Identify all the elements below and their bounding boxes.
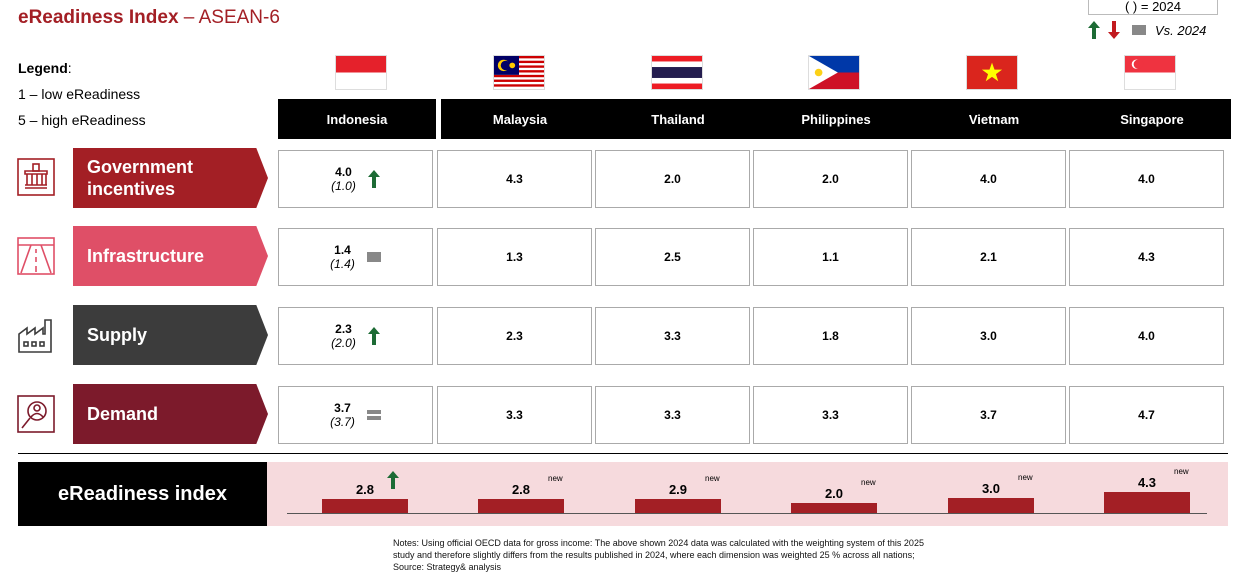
score-value: 4.0	[335, 165, 352, 179]
note-line-3: Source: Strategy& analysis	[393, 562, 502, 572]
new-tag-singapore: new	[1174, 466, 1189, 476]
dimension-label-demand: Demand	[73, 384, 268, 444]
cell-demand-indonesia: 3.7 (3.7)	[278, 386, 433, 444]
note-line-2: study and therefore slightly differs fro…	[393, 550, 915, 560]
flag-malaysia	[493, 55, 545, 90]
cell-government-singapore: 4.0	[1069, 150, 1224, 208]
score-value: 1.4	[334, 243, 351, 257]
cell-demand-malaysia: 3.3	[437, 386, 592, 444]
dimension-label-infrastructure: Infrastructure	[73, 226, 268, 286]
title-main: eReadiness Index	[18, 7, 179, 28]
cell-supply-indonesia: 2.3 (2.0)	[278, 307, 433, 365]
person-search-icon	[17, 395, 55, 433]
flag-singapore	[1124, 55, 1176, 90]
cell-demand-philippines: 3.3	[753, 386, 908, 444]
cell-demand-singapore: 4.7	[1069, 386, 1224, 444]
flag-vietnam	[966, 55, 1018, 90]
dimension-label-supply: Supply	[73, 305, 268, 365]
cell-infrastructure-philippines: 1.1	[753, 228, 908, 286]
cell-government-thailand: 2.0	[595, 150, 750, 208]
unchanged-square-icon	[366, 252, 381, 262]
trend-key: Vs. 2024	[1088, 21, 1220, 39]
cell-supply-malaysia: 2.3	[437, 307, 592, 365]
cell-infrastructure-vietnam: 2.1	[911, 228, 1066, 286]
col-header-malaysia: Malaysia	[441, 99, 599, 139]
legend-high: 5 – high eReadiness	[18, 112, 146, 128]
legend-low: 1 – low eReadiness	[18, 86, 141, 102]
title-region: ASEAN-6	[198, 7, 280, 28]
index-value-indonesia: 2.8	[355, 482, 375, 497]
new-tag-malaysia: new	[548, 474, 563, 483]
flag-thailand	[651, 55, 703, 90]
arrow-up-icon	[1088, 21, 1100, 39]
road-icon	[17, 237, 55, 275]
cell-supply-thailand: 3.3	[595, 307, 750, 365]
cell-government-vietnam: 4.0	[911, 150, 1066, 208]
legend: Legend: 1 – low eReadiness 5 – high eRea…	[18, 55, 146, 133]
paren-key-label: ( ) = 2024	[1088, 0, 1218, 15]
page-title: eReadiness Index – ASEAN-6	[18, 7, 280, 29]
score-2024: (1.4)	[330, 257, 355, 271]
title-separator: –	[178, 7, 199, 28]
arrow-down-icon	[1108, 21, 1120, 39]
index-bar-baseline	[287, 513, 1207, 514]
flag-indonesia	[335, 55, 387, 90]
cell-demand-vietnam: 3.7	[911, 386, 1066, 444]
cell-supply-vietnam: 3.0	[911, 307, 1066, 365]
col-header-indonesia: Indonesia	[278, 99, 436, 139]
score-2024: (2.0)	[331, 336, 356, 350]
index-bar-malaysia	[478, 499, 564, 513]
flag-philippines	[808, 55, 860, 90]
index-value-philippines: 2.0	[824, 486, 844, 501]
cell-infrastructure-singapore: 4.3	[1069, 228, 1224, 286]
vs-2024-label: Vs. 2024	[1155, 22, 1207, 38]
new-tag-thailand: new	[705, 473, 720, 483]
index-value-vietnam: 3.0	[981, 481, 1001, 496]
cell-supply-singapore: 4.0	[1069, 307, 1224, 365]
index-bar-vietnam	[948, 498, 1034, 513]
cell-supply-philippines: 1.8	[753, 307, 908, 365]
legend-title: Legend	[18, 60, 68, 76]
score-value: 3.7	[334, 401, 351, 415]
index-bar-indonesia	[322, 499, 408, 513]
unchanged-equal-icon	[366, 410, 381, 420]
section-divider	[18, 453, 1228, 454]
index-bar-thailand	[635, 498, 721, 513]
index-value-singapore: 4.3	[1137, 474, 1157, 490]
index-bar-singapore	[1104, 491, 1190, 513]
new-tag-philippines: new	[861, 478, 876, 487]
arrow-up-icon	[367, 327, 380, 345]
legend-colon: :	[67, 60, 72, 76]
cell-infrastructure-thailand: 2.5	[595, 228, 750, 286]
cell-government-philippines: 2.0	[753, 150, 908, 208]
arrow-up-icon	[387, 471, 399, 489]
score-value: 2.3	[335, 322, 352, 336]
cell-infrastructure-indonesia: 1.4 (1.4)	[278, 228, 433, 286]
score-2024: (3.7)	[330, 415, 355, 429]
index-bar-philippines	[791, 503, 877, 513]
arrow-up-icon	[367, 170, 380, 188]
col-header-thailand: Thailand	[599, 99, 757, 139]
ereadiness-index-label: eReadiness index	[18, 462, 267, 526]
factory-icon	[17, 316, 55, 354]
index-value-malaysia: 2.8	[511, 482, 531, 497]
col-header-philippines: Philippines	[757, 99, 915, 139]
unchanged-square-icon	[1132, 25, 1146, 35]
dimension-label-government-incentives: Government incentives	[73, 148, 268, 208]
col-header-singapore: Singapore	[1073, 99, 1231, 139]
new-tag-vietnam: new	[1018, 473, 1033, 482]
cell-demand-thailand: 3.3	[595, 386, 750, 444]
index-value-thailand: 2.9	[668, 481, 688, 497]
footnotes: Notes: Using official OECD data for gros…	[393, 537, 1013, 573]
cell-government-malaysia: 4.3	[437, 150, 592, 208]
building-icon	[17, 158, 55, 196]
col-header-vietnam: Vietnam	[915, 99, 1073, 139]
note-line-1: Notes: Using official OECD data for gros…	[393, 538, 924, 548]
cell-government-indonesia: 4.0 (1.0)	[278, 150, 433, 208]
index-bar-panel	[267, 462, 1228, 526]
comparison-key: ( ) = 2024 Vs. 2024	[1088, 0, 1220, 39]
score-2024: (1.0)	[331, 179, 356, 193]
cell-infrastructure-malaysia: 1.3	[437, 228, 592, 286]
